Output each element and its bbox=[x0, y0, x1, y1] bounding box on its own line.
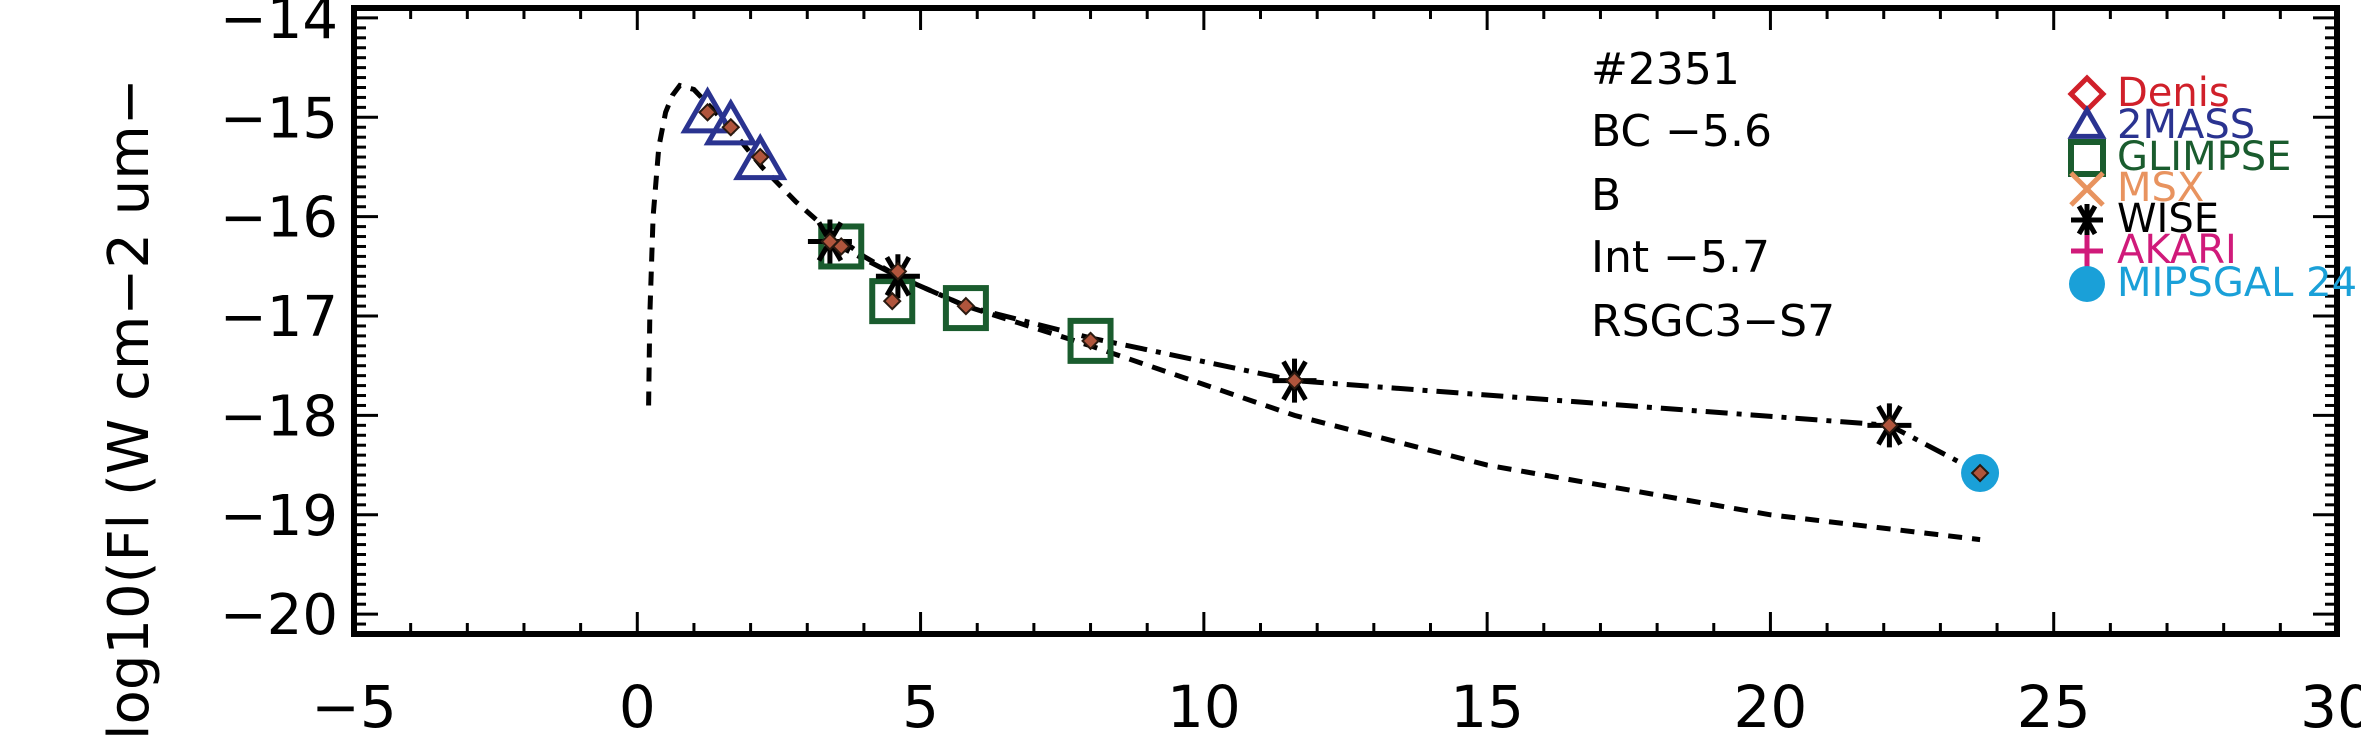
x-tick-label: 10 bbox=[1167, 673, 1241, 741]
legend-item: AKARI bbox=[2071, 227, 2237, 273]
data-point-triangle bbox=[703, 98, 758, 146]
legend-label: MIPSGAL 24 bbox=[2117, 260, 2357, 306]
legend-item: MIPSGAL 24 bbox=[2069, 260, 2357, 306]
legend-label: AKARI bbox=[2117, 227, 2237, 273]
model-point-shape bbox=[888, 261, 908, 281]
legend-circle-icon bbox=[2069, 266, 2105, 302]
legend-item: GLIMPSE bbox=[2068, 134, 2291, 180]
legend-triangle-icon bbox=[2067, 104, 2107, 139]
y-tick-label: −15 bbox=[220, 86, 338, 151]
legend-asterisk-icon bbox=[2071, 204, 2103, 236]
annotation-line: B bbox=[1591, 170, 1621, 221]
triangle-shape bbox=[703, 98, 758, 146]
legend-item: WISE bbox=[2071, 196, 2219, 242]
x-tick-label: 5 bbox=[902, 673, 939, 741]
x-tick-label: 20 bbox=[1734, 673, 1808, 741]
annotation-block: #2351 BC −5.6 B Int −5.7 RSGC3−S7 bbox=[1591, 44, 1835, 347]
x-stroke bbox=[2069, 171, 2105, 207]
data-point-model-point bbox=[882, 291, 902, 311]
data-point-triangle bbox=[680, 86, 735, 134]
model-point-shape bbox=[831, 237, 851, 256]
model-point-shape bbox=[1081, 331, 1100, 351]
square-shape bbox=[2068, 139, 2106, 177]
y-tick-label: −18 bbox=[220, 384, 338, 449]
legend-label: Denis bbox=[2117, 70, 2230, 116]
y-axis-label: log10(Fl (W cm−2 um− bbox=[97, 78, 162, 740]
data-point-model-point bbox=[888, 261, 908, 281]
y-tick-label: −19 bbox=[220, 484, 338, 549]
data-point-model-point bbox=[1970, 463, 1990, 483]
circle-shape bbox=[2069, 266, 2105, 302]
model-point-shape bbox=[882, 291, 902, 311]
dashdot-fit-line bbox=[828, 239, 1982, 476]
legend-x-icon bbox=[2069, 171, 2105, 207]
data-point-model-point bbox=[956, 296, 976, 316]
x-tick-label: 30 bbox=[2300, 673, 2361, 741]
x-tick-label: −5 bbox=[311, 673, 397, 741]
data-point-square bbox=[1067, 317, 1114, 364]
data-point-square bbox=[942, 285, 989, 332]
legend-label: WISE bbox=[2117, 196, 2219, 242]
triangle-shape bbox=[2067, 104, 2107, 139]
triangle-shape bbox=[733, 133, 788, 181]
tick-labels: −5 0 5 10 15 20 25 30 −20 −19 −18 −17 −16 −15 −14 bbox=[220, 0, 2361, 741]
legend-plus-icon bbox=[2071, 235, 2103, 267]
y-tick-label: −16 bbox=[220, 186, 338, 251]
axis-ticks bbox=[352, 6, 2339, 636]
legend-item: 2MASS bbox=[2067, 102, 2255, 148]
data-point-triangle bbox=[733, 133, 788, 181]
y-tick-label: −17 bbox=[220, 285, 338, 350]
data-point-model-point bbox=[698, 102, 717, 122]
model-point-shape bbox=[1970, 463, 1990, 483]
x-tick-label: 15 bbox=[1450, 673, 1524, 741]
dashed-model-line bbox=[646, 82, 1981, 543]
square-shape bbox=[1067, 317, 1114, 364]
annotation-line: #2351 bbox=[1591, 44, 1740, 95]
y-tick-label: −14 bbox=[220, 0, 338, 52]
legend-label: GLIMPSE bbox=[2117, 134, 2291, 180]
triangle-shape bbox=[680, 86, 735, 134]
plot-frame bbox=[351, 5, 2340, 637]
model-point-shape bbox=[956, 296, 976, 316]
data-point-model-point bbox=[1879, 415, 1899, 435]
model-point-shape bbox=[750, 147, 770, 167]
legend-label: MSX bbox=[2117, 165, 2204, 211]
square-shape bbox=[942, 285, 989, 332]
data-point-model-point bbox=[721, 117, 741, 137]
x-tick-label: 25 bbox=[2017, 673, 2091, 741]
model-point-shape bbox=[1285, 371, 1304, 391]
data-markers bbox=[680, 86, 2000, 493]
data-point-model-point bbox=[750, 147, 770, 167]
model-point-shape bbox=[1879, 415, 1899, 435]
y-tick-label: −20 bbox=[220, 583, 338, 648]
data-point-model-point bbox=[1081, 331, 1100, 351]
x-tick-label: 0 bbox=[619, 673, 656, 741]
data-point-model-point bbox=[1285, 371, 1304, 391]
model-point-shape bbox=[721, 117, 741, 137]
annotation-line: Int −5.7 bbox=[1591, 232, 1770, 283]
legend-square-icon bbox=[2068, 139, 2106, 177]
annotation-line: BC −5.6 bbox=[1591, 106, 1772, 157]
legend-label: 2MASS bbox=[2117, 102, 2255, 148]
model-point-shape bbox=[698, 102, 717, 122]
data-point-model-point bbox=[831, 237, 851, 256]
annotation-line: RSGC3−S7 bbox=[1591, 296, 1835, 347]
legend-item: MSX bbox=[2069, 165, 2204, 211]
